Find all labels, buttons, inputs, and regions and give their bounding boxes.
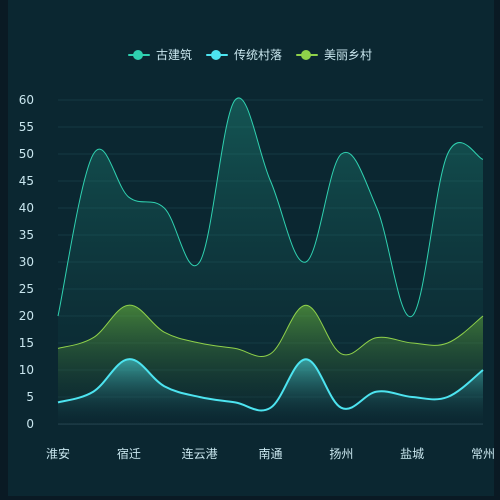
- x-tick-label: 常州: [471, 447, 495, 461]
- series-line-0[interactable]: [57, 97, 484, 317]
- legend: 古建筑 传统村落 美丽乡村: [0, 46, 500, 63]
- y-tick-label: 50: [19, 147, 34, 161]
- y-tick-label: 10: [19, 363, 34, 377]
- series-areas: [58, 97, 483, 424]
- y-axis-ticks: 0 5 10 15 20 25 30 35 40 45 50 55 60: [19, 93, 34, 431]
- legend-marker-icon: [127, 49, 150, 61]
- legend-label: 传统村落: [233, 48, 282, 62]
- y-tick-label: 60: [19, 93, 34, 107]
- y-tick-label: 55: [19, 120, 34, 134]
- legend-item-meilixiangcun[interactable]: 美丽乡村: [296, 46, 372, 63]
- series-lines: [57, 97, 484, 412]
- legend-dot-icon: [132, 49, 143, 60]
- x-tick-label: 扬州: [329, 446, 353, 461]
- x-tick-label: 连云港: [182, 446, 218, 461]
- x-tick-label: 南通: [258, 446, 282, 461]
- series-line-2[interactable]: [57, 304, 484, 358]
- x-tick-label: 淮安: [46, 446, 70, 461]
- y-tick-label: 0: [26, 417, 34, 431]
- y-tick-label: 20: [19, 309, 34, 323]
- y-tick-label: 45: [19, 174, 34, 188]
- legend-label: 古建筑: [155, 48, 192, 62]
- legend-marker-icon: [296, 49, 318, 61]
- y-tick-label: 40: [19, 201, 34, 215]
- y-tick-label: 30: [19, 255, 34, 269]
- x-axis-ticks: 淮安 宿迁 连云港 南通 扬州 盐城 常州: [46, 446, 495, 461]
- y-tick-label: 35: [19, 228, 34, 242]
- series-line-1[interactable]: [57, 358, 484, 412]
- legend-item-chuantongcunluo[interactable]: 传统村落: [205, 46, 282, 63]
- x-tick-label: 宿迁: [117, 446, 141, 461]
- x-tick-label: 盐城: [400, 447, 424, 461]
- legend-marker-icon: [205, 49, 228, 61]
- y-tick-label: 15: [19, 336, 34, 350]
- series-area-1: [58, 359, 483, 424]
- legend-item-gujianzhu[interactable]: 古建筑: [127, 46, 192, 63]
- y-tick-label: 25: [19, 282, 34, 296]
- y-tick-label: 5: [26, 390, 34, 404]
- legend-label: 美丽乡村: [324, 48, 373, 62]
- legend-dot-icon: [210, 49, 221, 60]
- legend-dot-icon: [301, 49, 311, 60]
